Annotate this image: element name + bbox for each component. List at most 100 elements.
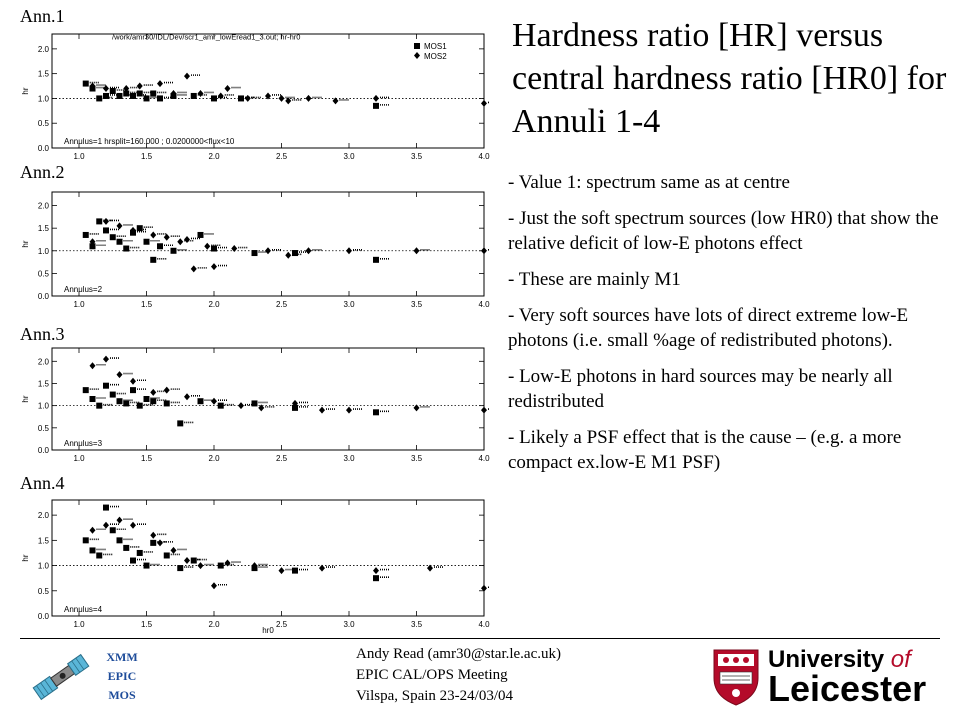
data-point-mos1 xyxy=(103,92,109,99)
data-point-mos2 xyxy=(285,251,292,259)
annulus-annotation: Annulus=2 xyxy=(64,285,103,294)
data-point-mos1 xyxy=(89,547,96,554)
annulus-4-label: Ann.4 xyxy=(20,473,65,493)
data-point-mos2 xyxy=(116,371,123,379)
data-point-mos1 xyxy=(211,245,217,252)
data-point-mos1 xyxy=(123,90,130,97)
y-axis-label: hr xyxy=(21,87,30,94)
data-point-mos2 xyxy=(481,584,487,592)
data-point-mos1 xyxy=(103,382,109,389)
bullet-item: - Value 1: spectrum same as at centre xyxy=(508,172,790,193)
data-point-mos1 xyxy=(190,557,197,564)
annulus-3-label: Ann.3 xyxy=(20,324,65,344)
data-point-mos2 xyxy=(305,247,312,255)
data-point-mos2 xyxy=(332,97,339,105)
data-point-mos1 xyxy=(136,225,143,232)
data-point-mos1 xyxy=(150,90,157,97)
data-point-mos2 xyxy=(89,82,96,90)
legend-label-mos2: MOS2 xyxy=(424,52,447,61)
y-tick-label: 1.5 xyxy=(38,70,50,79)
y-tick-label: 1.0 xyxy=(38,247,50,256)
x-tick-label: 1.5 xyxy=(141,454,153,463)
data-point-mos2 xyxy=(157,539,163,547)
data-point-mos1 xyxy=(82,387,89,394)
data-point-mos1 xyxy=(109,391,116,398)
x-axis-label: hr0 xyxy=(262,626,274,634)
data-point-mos2 xyxy=(184,235,190,243)
data-point-mos2 xyxy=(89,526,96,534)
data-point-mos2 xyxy=(184,393,190,401)
data-point-mos1 xyxy=(96,402,103,409)
data-point-mos1 xyxy=(177,420,184,427)
data-point-mos2 xyxy=(150,388,157,396)
mos-label: MOS xyxy=(108,688,136,702)
data-point-mos1 xyxy=(89,243,96,250)
y-tick-label: 2.0 xyxy=(38,45,50,54)
data-point-mos2 xyxy=(197,89,204,97)
plot-frame xyxy=(51,33,485,149)
y-tick-label: 1.5 xyxy=(38,224,50,233)
data-point-mos2 xyxy=(103,521,109,529)
data-point-mos1 xyxy=(373,256,379,263)
data-point-mos1 xyxy=(373,409,379,416)
data-point-mos1 xyxy=(292,250,298,257)
scatter-plot-annulus-2: 1.0 1.5 2.0 2.5 3.0 3.5 4.0 0.0 0.5 1.0 1.5 2.0 hr An… xyxy=(20,186,490,336)
legend-marker-mos2 xyxy=(414,52,420,59)
data-point-mos2 xyxy=(130,521,136,529)
data-point-mos2 xyxy=(278,567,285,575)
data-point-mos2 xyxy=(319,406,325,414)
data-point-mos2 xyxy=(177,238,184,246)
data-point-mos1 xyxy=(143,396,150,402)
data-point-mos1 xyxy=(292,404,298,411)
data-point-mos1 xyxy=(82,537,89,544)
data-point-mos1 xyxy=(82,231,89,238)
data-point-mos2 xyxy=(346,247,352,255)
satellite-icon xyxy=(30,644,92,710)
data-point-mos2 xyxy=(103,85,109,93)
data-point-mos2 xyxy=(211,397,217,405)
data-point-mos2 xyxy=(217,92,224,100)
data-point-mos2 xyxy=(163,233,170,241)
data-point-mos2 xyxy=(373,94,379,102)
data-point-mos1 xyxy=(150,539,157,546)
data-point-mos2 xyxy=(190,265,197,273)
x-tick-label: 3.5 xyxy=(411,152,423,161)
x-tick-label: 2.0 xyxy=(208,454,220,463)
data-point-mos1 xyxy=(109,527,116,534)
data-point-mos1 xyxy=(143,238,150,245)
data-point-mos2 xyxy=(184,557,190,565)
x-tick-label: 2.0 xyxy=(208,300,220,309)
data-point-mos1 xyxy=(150,256,157,263)
data-point-mos2 xyxy=(89,238,96,246)
data-point-mos1 xyxy=(96,95,103,102)
y-tick-label: 0.0 xyxy=(38,292,50,301)
x-tick-label: 3.5 xyxy=(411,620,423,629)
data-point-mos2 xyxy=(170,546,177,554)
data-point-mos2 xyxy=(224,559,231,567)
data-point-mos2 xyxy=(278,94,285,102)
annulus-1-label: Ann.1 xyxy=(20,6,65,26)
data-point-mos2 xyxy=(413,404,420,412)
data-point-mos2 xyxy=(211,582,217,590)
x-tick-label: 1.0 xyxy=(73,620,85,629)
data-point-mos1 xyxy=(103,504,109,511)
plot-frame xyxy=(51,499,485,617)
data-point-mos2 xyxy=(427,564,433,572)
data-point-mos2 xyxy=(89,362,96,370)
scatter-plot-annulus-1: 1.0 1.5 2.0 2.5 3.0 3.5 4.0 0.0 0.5 1.0 1.5 2.0 hr An… xyxy=(20,28,490,178)
scatter-plot-svg-4: 1.0 1.5 2.0 2.5 3.0 3.5 4.0 0.0 0.5 1.0 1.5 2.0 hr hr… xyxy=(21,499,490,634)
data-point-mos2 xyxy=(346,406,352,414)
x-tick-label: 1.0 xyxy=(73,300,85,309)
x-tick-label: 1.5 xyxy=(141,152,153,161)
data-point-mos1 xyxy=(217,402,224,409)
data-point-mos2 xyxy=(481,99,487,107)
data-point-mos2 xyxy=(211,263,217,271)
xmm-label: XMM xyxy=(106,650,138,664)
y-tick-label: 0.0 xyxy=(38,144,50,153)
plot-frame xyxy=(51,347,485,451)
leicester-shield-icon xyxy=(713,649,759,706)
data-point-mos2 xyxy=(413,247,420,255)
data-point-mos1 xyxy=(123,544,130,551)
y-axis-label: hr xyxy=(21,395,30,402)
data-point-mos1 xyxy=(136,402,143,409)
